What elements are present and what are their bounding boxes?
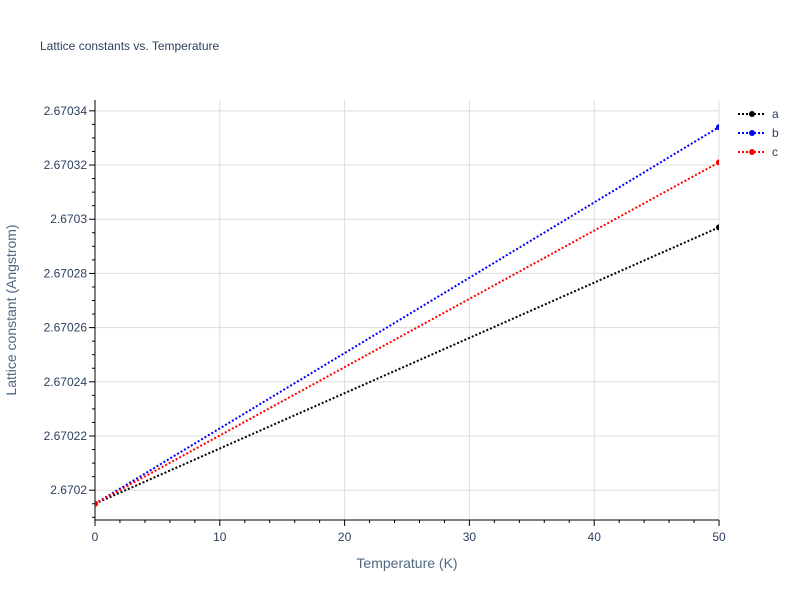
y-tick-label: 2.67026 xyxy=(44,321,88,335)
x-tick-label: 0 xyxy=(92,530,99,544)
plot-area xyxy=(95,124,719,507)
legend: abc xyxy=(738,107,779,159)
legend-marker-b xyxy=(749,130,755,136)
chart-title: Lattice constants vs. Temperature xyxy=(40,39,220,53)
y-tick-label: 2.67034 xyxy=(44,104,88,118)
legend-label-c: c xyxy=(772,145,778,159)
series-line-c xyxy=(95,161,719,505)
data-point-a xyxy=(716,224,719,231)
series-line-a xyxy=(95,226,719,505)
legend-label-a: a xyxy=(772,107,779,121)
x-tick-label: 50 xyxy=(712,530,726,544)
y-tick-label: 2.6702 xyxy=(50,483,87,497)
axes: 0 10 20 30 40 50 2.6702 2.67022 2.67024 2.67026 2.… xyxy=(44,100,726,544)
y-axis-title: Lattice constant (Angstrom) xyxy=(3,224,19,395)
x-tick-label: 30 xyxy=(463,530,477,544)
y-tick-label: 2.6703 xyxy=(50,212,87,226)
legend-label-b: b xyxy=(772,126,779,140)
grid xyxy=(95,100,720,520)
y-tick-label: 2.67022 xyxy=(44,429,88,443)
data-point-b xyxy=(716,124,719,131)
y-tick-label: 2.67028 xyxy=(44,266,88,280)
series-line-b xyxy=(95,126,719,505)
x-axis-title: Temperature (K) xyxy=(356,555,457,571)
y-tick-label: 2.67024 xyxy=(44,375,88,389)
x-tick-label: 20 xyxy=(338,530,352,544)
x-tick-label: 10 xyxy=(213,530,227,544)
y-tick-label: 2.67032 xyxy=(44,158,88,172)
legend-marker-c xyxy=(749,149,755,155)
legend-marker-a xyxy=(749,111,755,117)
data-point-c xyxy=(95,500,98,507)
data-point-c xyxy=(716,159,719,166)
x-tick-label: 40 xyxy=(588,530,602,544)
